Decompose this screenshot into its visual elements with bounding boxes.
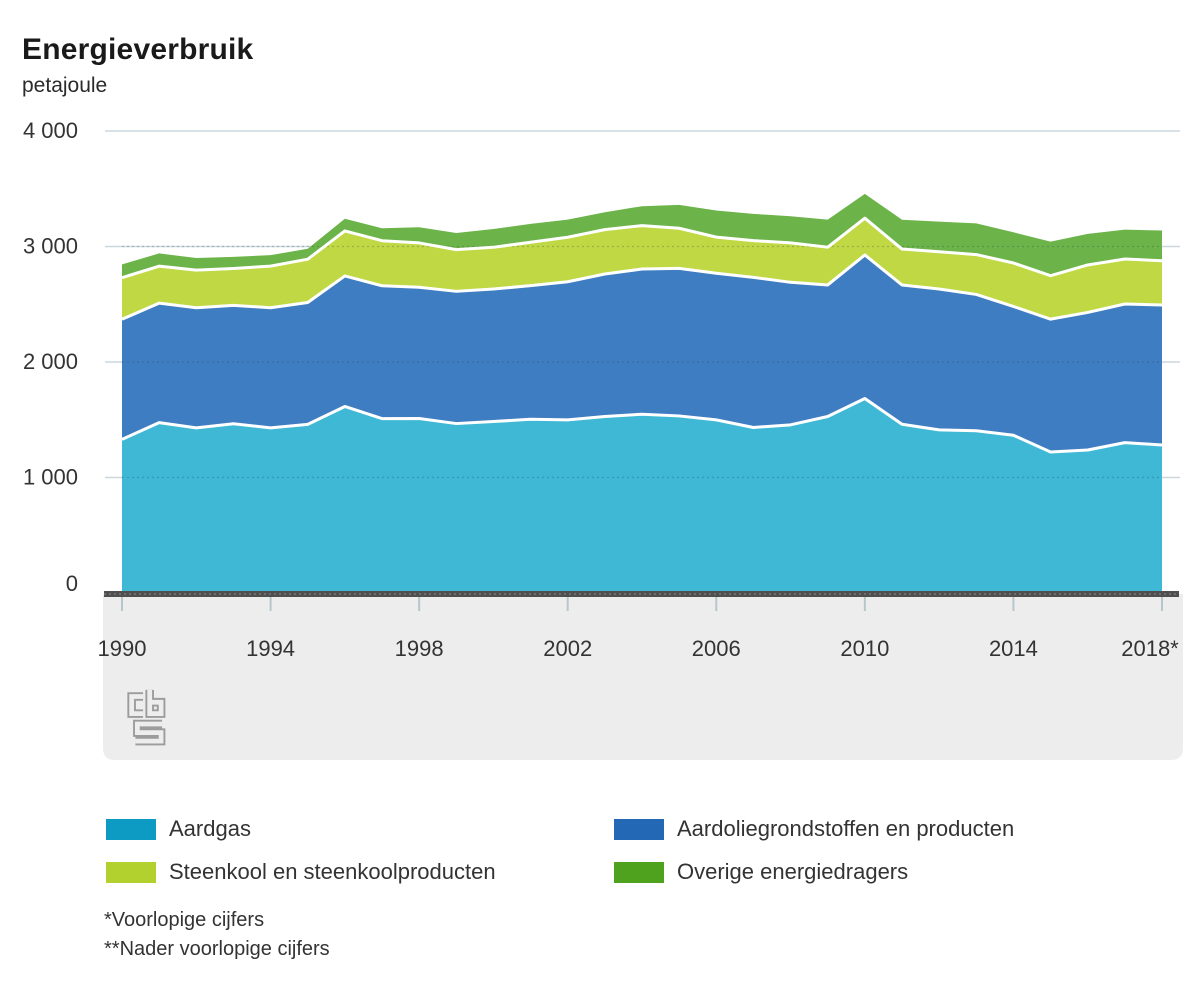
steenkool-swatch <box>106 861 156 883</box>
aardolie-swatch <box>614 818 664 840</box>
legend: Aardgas Aardoliegrondstoffen en producte… <box>106 816 1106 885</box>
legend-item-steenkool[interactable]: Steenkool en steenkoolproducten <box>106 859 614 885</box>
x-axis-panel <box>103 594 1183 760</box>
series-boundary-aardgas <box>121 396 1163 454</box>
legend-label: Overige energiedragers <box>677 859 909 884</box>
cbs-logo-stroke-inner <box>129 694 144 716</box>
series-boundary-aardoliegrondstoffen-en-producten <box>121 253 1163 321</box>
legend-label: Steenkool en steenkoolproducten <box>169 859 496 884</box>
legend-label: Aardoliegrondstoffen en producten <box>677 816 1015 841</box>
x-axis-label: 2006 <box>692 636 741 661</box>
y-axis-label: 1 000 <box>23 465 78 490</box>
x-axis-line <box>104 591 1179 597</box>
area-aardgas <box>122 398 1162 593</box>
unit-label: petajoule <box>22 74 108 97</box>
series-boundary-steenkool-en-steenkoolproducten <box>121 216 1163 280</box>
y-axis-label: 2 000 <box>23 349 78 374</box>
x-axis-label: 2014 <box>989 636 1038 661</box>
x-axis-label: 2002 <box>543 636 592 661</box>
legend-item-overige[interactable]: Overige energiedragers <box>614 859 1106 885</box>
legend-item-aardgas[interactable]: Aardgas <box>106 816 614 842</box>
cbs-logo-stroke-inner <box>134 721 164 744</box>
legend-label: Aardgas <box>169 816 251 841</box>
cbs-logo <box>127 689 166 746</box>
y-axis-label: 0 <box>66 571 78 596</box>
page-title: Energieverbruik <box>22 33 254 67</box>
footnotes: *Voorlopige cijfers **Nader voorlopige c… <box>104 906 330 964</box>
overige-swatch <box>614 861 664 883</box>
legend-item-aardolie[interactable]: Aardoliegrondstoffen en producten <box>614 816 1106 842</box>
aardgas-swatch <box>106 818 156 840</box>
x-axis-label: 2018* <box>1121 636 1179 661</box>
cbs-logo-stroke-inner <box>147 689 164 716</box>
x-axis-label: 1994 <box>246 636 295 661</box>
energy-area-chart: 1990 1994 1998 2002 2006 2010 2014 2018* 0 1 000 2… <box>23 118 1183 760</box>
footnote-preliminary: *Voorlopige cijfers <box>104 909 265 931</box>
y-axis-label: 4 000 <box>23 118 78 143</box>
footnote-revised-preliminary: **Nader voorlopige cijfers <box>104 938 330 960</box>
y-axis-label: 3 000 <box>23 234 78 259</box>
x-axis-label: 1998 <box>395 636 444 661</box>
x-axis-label: 2010 <box>840 636 889 661</box>
x-axis-label: 1990 <box>98 636 147 661</box>
